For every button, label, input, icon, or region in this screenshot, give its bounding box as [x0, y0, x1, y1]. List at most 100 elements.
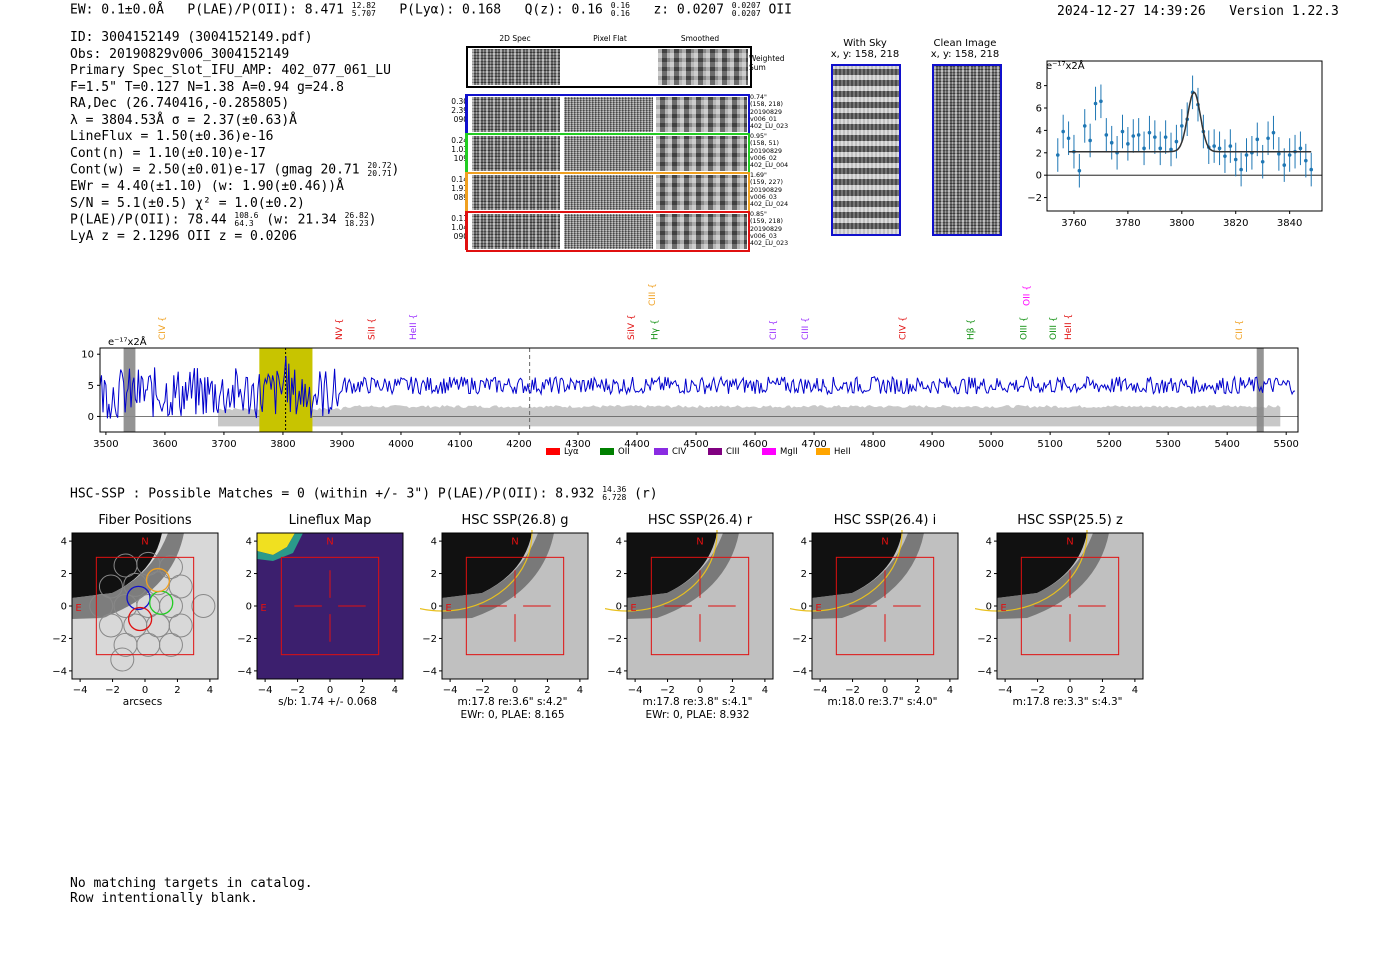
col-header-pixelflat: Pixel Flat [593, 34, 627, 43]
north-label: N [141, 536, 148, 547]
col-header-smoothed: Smoothed [680, 34, 720, 43]
info-plae-w-lower: 18.23 [344, 219, 369, 228]
data-point [1142, 146, 1146, 151]
x-tick-label: 0 [697, 685, 703, 696]
data-point [1266, 136, 1270, 141]
info-plae-upper: 108.6 [234, 211, 259, 220]
fiber-value: 1.04 [451, 223, 468, 232]
full-spectrum-chart: 0 5 10 e⁻¹⁷x2Å 3500 3600 3700 3800 3900 4000 4100 4… [81, 283, 1299, 457]
y-tick-label: 0 [431, 602, 437, 613]
x-tick-label: 4 [1132, 685, 1138, 696]
info-contw-lower: 20.71 [367, 169, 392, 178]
data-point [1282, 163, 1287, 167]
x-tick-label: 2 [544, 685, 550, 696]
weighted-sum-row [466, 46, 752, 88]
bright-source [812, 533, 902, 598]
info-contw-text: Cont(w) = 2.50(±0.01)e-17 (gmag 20.71 [70, 162, 360, 178]
fiber-meta-line: 402_LU_023 [750, 123, 789, 131]
hsc-band: (r) [634, 486, 658, 502]
y-tick-label: 2 [431, 569, 437, 580]
info-contw-end: ) [391, 162, 400, 178]
line-fit-unit: e⁻¹⁷x2Å [1046, 61, 1085, 72]
y-tick-label: −2 [977, 634, 992, 645]
data-point [1255, 137, 1260, 142]
x-tick-label: 3900 [329, 439, 354, 450]
fiber-value: 1.91 [451, 184, 468, 193]
info-plae-lower: 64.3 [234, 219, 254, 228]
fiber-circle [158, 632, 183, 657]
data-point [1136, 133, 1141, 137]
header-plae-upper: 12.82 [351, 1, 376, 10]
line-fit-chart: −2 0 2 4 6 8 3760 3780 3800 3820 3840 [1027, 60, 1323, 229]
info-radec: RA,Dec (26.740416,-0.285805) [70, 96, 290, 111]
x-tick-label: 0 [327, 685, 333, 696]
x-tick-label: 4 [207, 685, 213, 696]
header-timestamp-version: 2024-12-27 14:39:26 Version 1.22.3 [1057, 4, 1339, 19]
emission-line-label: Hβ { [966, 319, 976, 340]
emission-line-label: OIII { [1049, 316, 1059, 340]
y-tick-label: 0 [801, 602, 807, 613]
info-sn: S/N = 5.1(±0.5) χ² = 1.0(±0.2) [70, 195, 305, 211]
x-tick-label: 4100 [447, 439, 472, 450]
fiber-meta-line: (159, 227) [750, 179, 783, 187]
data-point [1228, 144, 1233, 148]
source-halo [442, 533, 554, 619]
x-tick-label: −4 [998, 685, 1013, 696]
x-tick-label: −2 [290, 685, 305, 696]
fiber-circle [98, 613, 123, 638]
bright-source [72, 533, 162, 598]
col-header-2dspec: 2D Spec [499, 34, 531, 43]
data-point [1104, 133, 1109, 137]
x-tick-label: 2 [914, 685, 920, 696]
fiber-meta-line: 0.95" [750, 133, 767, 140]
fiber-circle [158, 555, 183, 580]
x-tick-label: −4 [813, 685, 828, 696]
data-point [1233, 157, 1238, 162]
clean-image [932, 64, 1002, 236]
legend-swatch [816, 448, 830, 455]
fiber-pixelflat [564, 214, 653, 249]
hsc-plae-upper: 14.36 [602, 485, 627, 494]
aperture-box [1020, 556, 1120, 656]
cutout-title: HSC SSP(25.5) z [1017, 513, 1123, 528]
y-tick-label: −2 [607, 634, 622, 645]
x-tick-label: 3780 [1115, 218, 1140, 229]
data-point [1244, 153, 1249, 157]
fiber-circle [110, 647, 135, 672]
header-plae: P(LAE)/P(OII): 8.471 [187, 2, 344, 18]
selected-fiber-circle [127, 606, 153, 632]
aperture-box [465, 556, 565, 656]
fiber-color-bar [465, 94, 468, 133]
cutout-title: HSC SSP(26.8) g [461, 513, 569, 528]
clean-image-title-text: Clean Image [933, 38, 997, 49]
north-label: N [696, 536, 703, 547]
x-tick-label: 3700 [211, 439, 236, 450]
fiber-values: 0.24 1.03 109 [446, 136, 468, 163]
spectrum-unit-label: e⁻¹⁷x2Å [108, 335, 147, 348]
data-point [1126, 142, 1130, 146]
cutout-caption: m:18.0 re:3.7" s:4.0" [827, 696, 938, 708]
fiber-meta: 1.69" (159, 227) 20190829 v006_03 402_LU_024 [750, 172, 790, 208]
x-tick-label: 4 [577, 685, 583, 696]
y-tick-label: 4 [246, 537, 252, 548]
data-point [1093, 101, 1098, 106]
data-point [1066, 136, 1071, 141]
data-point [1271, 130, 1276, 135]
data-point [1239, 167, 1243, 172]
cutout-image: N E −4 −2 0 2 4 4 2 0 −2 −4 [975, 530, 1144, 696]
fiber-value: 0.30 [451, 97, 468, 106]
fiber-meta-line: (159, 218) [750, 218, 783, 226]
fiber-values: 0.30 2.39 090 [446, 97, 468, 124]
fiber-value: 1.03 [451, 145, 468, 154]
fiber-pixelflat [564, 175, 653, 210]
aperture-box [835, 556, 935, 656]
cutout-title: HSC SSP(26.4) i [833, 513, 937, 528]
y-tick-label: 0 [88, 412, 94, 423]
with-sky-image [831, 64, 901, 236]
y-tick-label: 2 [1036, 148, 1042, 159]
fiber-meta-line: 20190829 [750, 108, 783, 116]
fiber-meta-line: 402_LU_004 [750, 162, 789, 170]
x-tick-label: 2 [174, 685, 180, 696]
data-point [1223, 154, 1227, 158]
masked-region [123, 348, 136, 432]
